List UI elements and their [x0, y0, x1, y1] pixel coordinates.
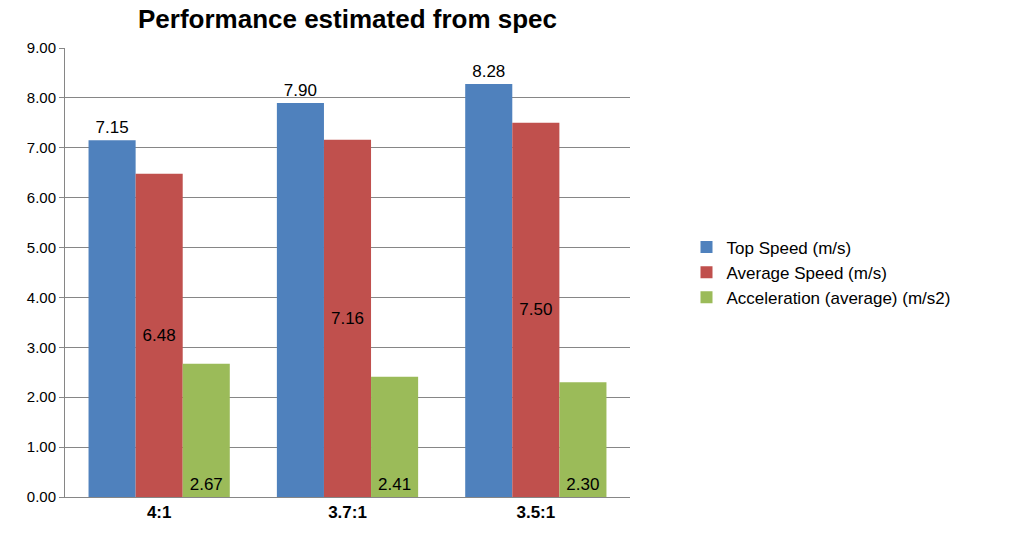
svg-text:Average Speed (m/s): Average Speed (m/s) — [727, 264, 887, 283]
svg-text:7.15: 7.15 — [96, 118, 129, 137]
svg-text:6.48: 6.48 — [143, 326, 176, 345]
svg-text:4.00: 4.00 — [27, 289, 56, 306]
svg-text:0.00: 0.00 — [27, 488, 56, 505]
svg-text:1.00: 1.00 — [27, 438, 56, 455]
svg-text:8.00: 8.00 — [27, 89, 56, 106]
svg-text:7.90: 7.90 — [284, 81, 317, 100]
svg-text:8.28: 8.28 — [472, 62, 505, 81]
svg-text:5.00: 5.00 — [27, 239, 56, 256]
svg-text:Top Speed (m/s): Top Speed (m/s) — [727, 239, 852, 258]
svg-text:7.16: 7.16 — [331, 309, 364, 328]
svg-text:3.5:1: 3.5:1 — [516, 503, 555, 522]
svg-text:4:1: 4:1 — [147, 503, 172, 522]
svg-text:2.41: 2.41 — [378, 475, 411, 494]
svg-text:3.00: 3.00 — [27, 339, 56, 356]
svg-text:7.00: 7.00 — [27, 139, 56, 156]
svg-text:2.67: 2.67 — [190, 475, 223, 494]
svg-text:2.00: 2.00 — [27, 388, 56, 405]
svg-text:2.30: 2.30 — [566, 475, 599, 494]
svg-text:6.00: 6.00 — [27, 189, 56, 206]
svg-text:3.7:1: 3.7:1 — [328, 503, 367, 522]
svg-text:Performance estimated from spe: Performance estimated from spec — [138, 4, 557, 34]
svg-text:Acceleration (average) (m/s2): Acceleration (average) (m/s2) — [727, 289, 951, 308]
svg-text:9.00: 9.00 — [27, 39, 56, 56]
svg-text:7.50: 7.50 — [519, 300, 552, 319]
